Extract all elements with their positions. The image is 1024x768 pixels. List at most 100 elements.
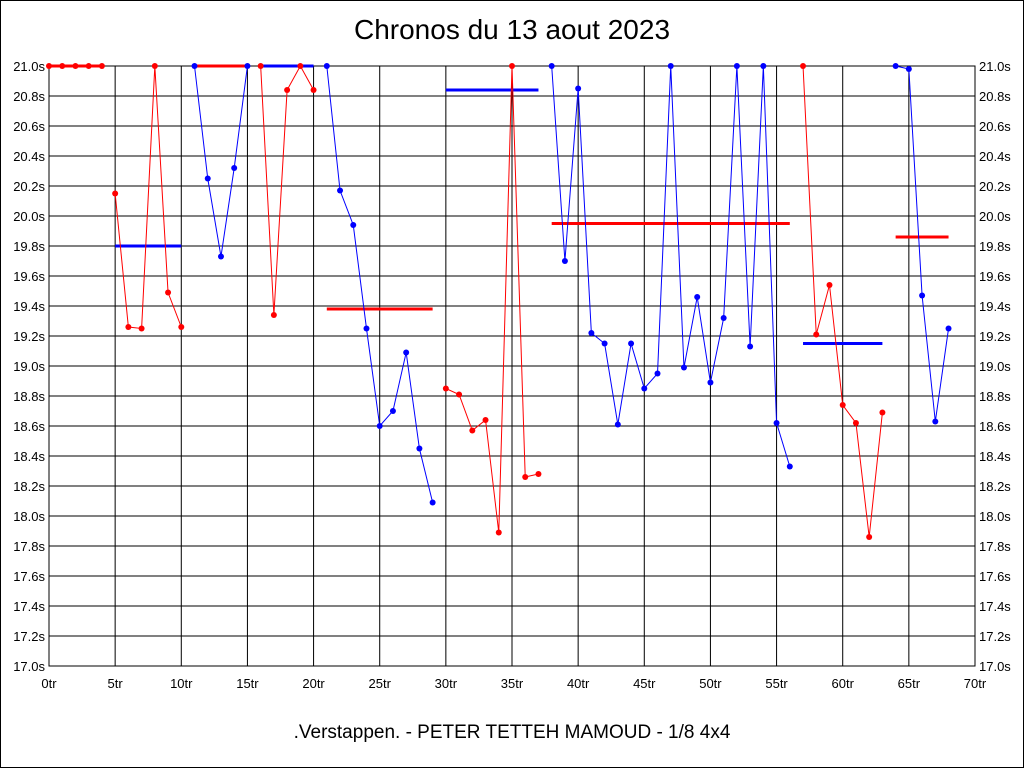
data-point (178, 324, 185, 330)
y-tick-label-left: 21.0s (13, 59, 45, 74)
data-point (601, 340, 608, 347)
y-tick-label-left: 20.0s (13, 209, 45, 224)
y-tick-label-left: 18.0s (13, 509, 45, 524)
data-point (879, 409, 886, 416)
y-tick-label-right: 18.2s (979, 479, 1011, 494)
series-line (260, 64, 315, 316)
data-point (932, 418, 939, 425)
y-tick-label-right: 18.4s (979, 449, 1011, 464)
y-tick-label-left: 19.8s (13, 239, 45, 254)
data-point (125, 324, 132, 330)
y-tick-label-right: 20.0s (979, 209, 1011, 224)
data-point (495, 529, 502, 536)
series-line (114, 65, 182, 330)
data-point (680, 364, 687, 371)
y-tick-label-right: 20.4s (979, 149, 1011, 164)
data-point (59, 63, 66, 69)
data-point (786, 463, 793, 470)
data-point (522, 474, 529, 480)
x-tick-label: 65tr (898, 676, 921, 691)
y-tick-label-right: 17.2s (979, 629, 1011, 644)
series-line (445, 65, 539, 533)
data-point (403, 349, 410, 356)
data-point (892, 63, 899, 69)
y-tick-label-right: 17.6s (979, 569, 1011, 584)
data-point (733, 63, 740, 69)
x-tick-label: 10tr (170, 676, 193, 691)
data-point (151, 63, 158, 69)
chart-subtitle: .Verstappen. - PETER TETTEH MAMOUD - 1/8… (293, 722, 731, 743)
y-tick-label-left: 19.4s (13, 299, 45, 314)
y-tick-label-left: 18.2s (13, 479, 45, 494)
y-tick-label-right: 19.0s (979, 359, 1011, 374)
data-point (389, 408, 396, 414)
data-point (165, 289, 172, 296)
y-tick-label-right: 19.4s (979, 299, 1011, 314)
x-tick-label: 70tr (964, 676, 987, 691)
y-tick-label-left: 20.6s (13, 119, 45, 134)
data-point (98, 63, 105, 69)
y-tick-label-left: 18.4s (13, 449, 45, 464)
x-tick-label: 30tr (435, 676, 458, 691)
data-point (535, 471, 542, 477)
series-line (895, 65, 950, 422)
y-tick-label-left: 18.6s (13, 419, 45, 434)
x-tick-label: 60tr (832, 676, 855, 691)
y-tick-label-left: 19.2s (13, 329, 45, 344)
data-point (217, 253, 224, 260)
y-tick-label-right: 21.0s (979, 59, 1011, 74)
y-tick-label-left: 20.4s (13, 149, 45, 164)
average-lines (49, 64, 949, 345)
data-point (760, 63, 767, 69)
data-point (244, 63, 251, 69)
x-tick-label: 50tr (699, 676, 722, 691)
y-tick-label-right: 19.2s (979, 329, 1011, 344)
y-tick-label-left: 17.8s (13, 539, 45, 554)
data-point (707, 379, 714, 386)
data-point (694, 294, 701, 300)
data-point (482, 417, 489, 423)
x-tick-label: 35tr (501, 676, 524, 691)
data-point (456, 391, 463, 398)
data-point (852, 420, 859, 426)
series-line (194, 65, 248, 257)
y-tick-label-left: 17.4s (13, 599, 45, 614)
y-tick-label-left: 17.2s (13, 629, 45, 644)
y-tick-label-left: 19.6s (13, 269, 45, 284)
y-tick-label-left: 17.0s (13, 659, 45, 674)
tick-labels: 17.0s 17.0s 17.2s 17.2s 17.4s 17.4s 17.6s 17.6s… (13, 59, 1011, 691)
data-point (628, 340, 635, 347)
data-point (548, 63, 555, 69)
data-point (720, 315, 727, 321)
data-point (85, 63, 92, 69)
data-point (905, 66, 912, 72)
series-lines (46, 63, 952, 540)
data-point (72, 63, 79, 69)
data-point (46, 63, 52, 69)
x-tick-label: 55tr (765, 676, 788, 691)
x-tick-label: 5tr (108, 676, 124, 691)
data-point (323, 63, 330, 69)
data-point (813, 331, 820, 338)
data-point (191, 63, 198, 69)
data-point (641, 385, 648, 392)
y-tick-label-right: 18.8s (979, 389, 1011, 404)
y-tick-label-right: 20.2s (979, 179, 1011, 194)
y-tick-label-left: 20.8s (13, 89, 45, 104)
data-point (297, 63, 304, 69)
y-tick-label-right: 19.8s (979, 239, 1011, 254)
x-tick-label: 45tr (633, 676, 656, 691)
x-tick-label: 15tr (236, 676, 259, 691)
x-tick-label: 40tr (567, 676, 590, 691)
data-point (363, 325, 370, 332)
data-point (561, 258, 568, 264)
data-point (376, 423, 383, 429)
data-point (667, 63, 674, 69)
x-tick-label: 20tr (302, 676, 325, 691)
y-tick-label-right: 17.8s (979, 539, 1011, 554)
data-point (310, 87, 317, 93)
data-point (747, 343, 754, 350)
data-point (826, 282, 833, 288)
y-tick-label-right: 20.6s (979, 119, 1011, 134)
